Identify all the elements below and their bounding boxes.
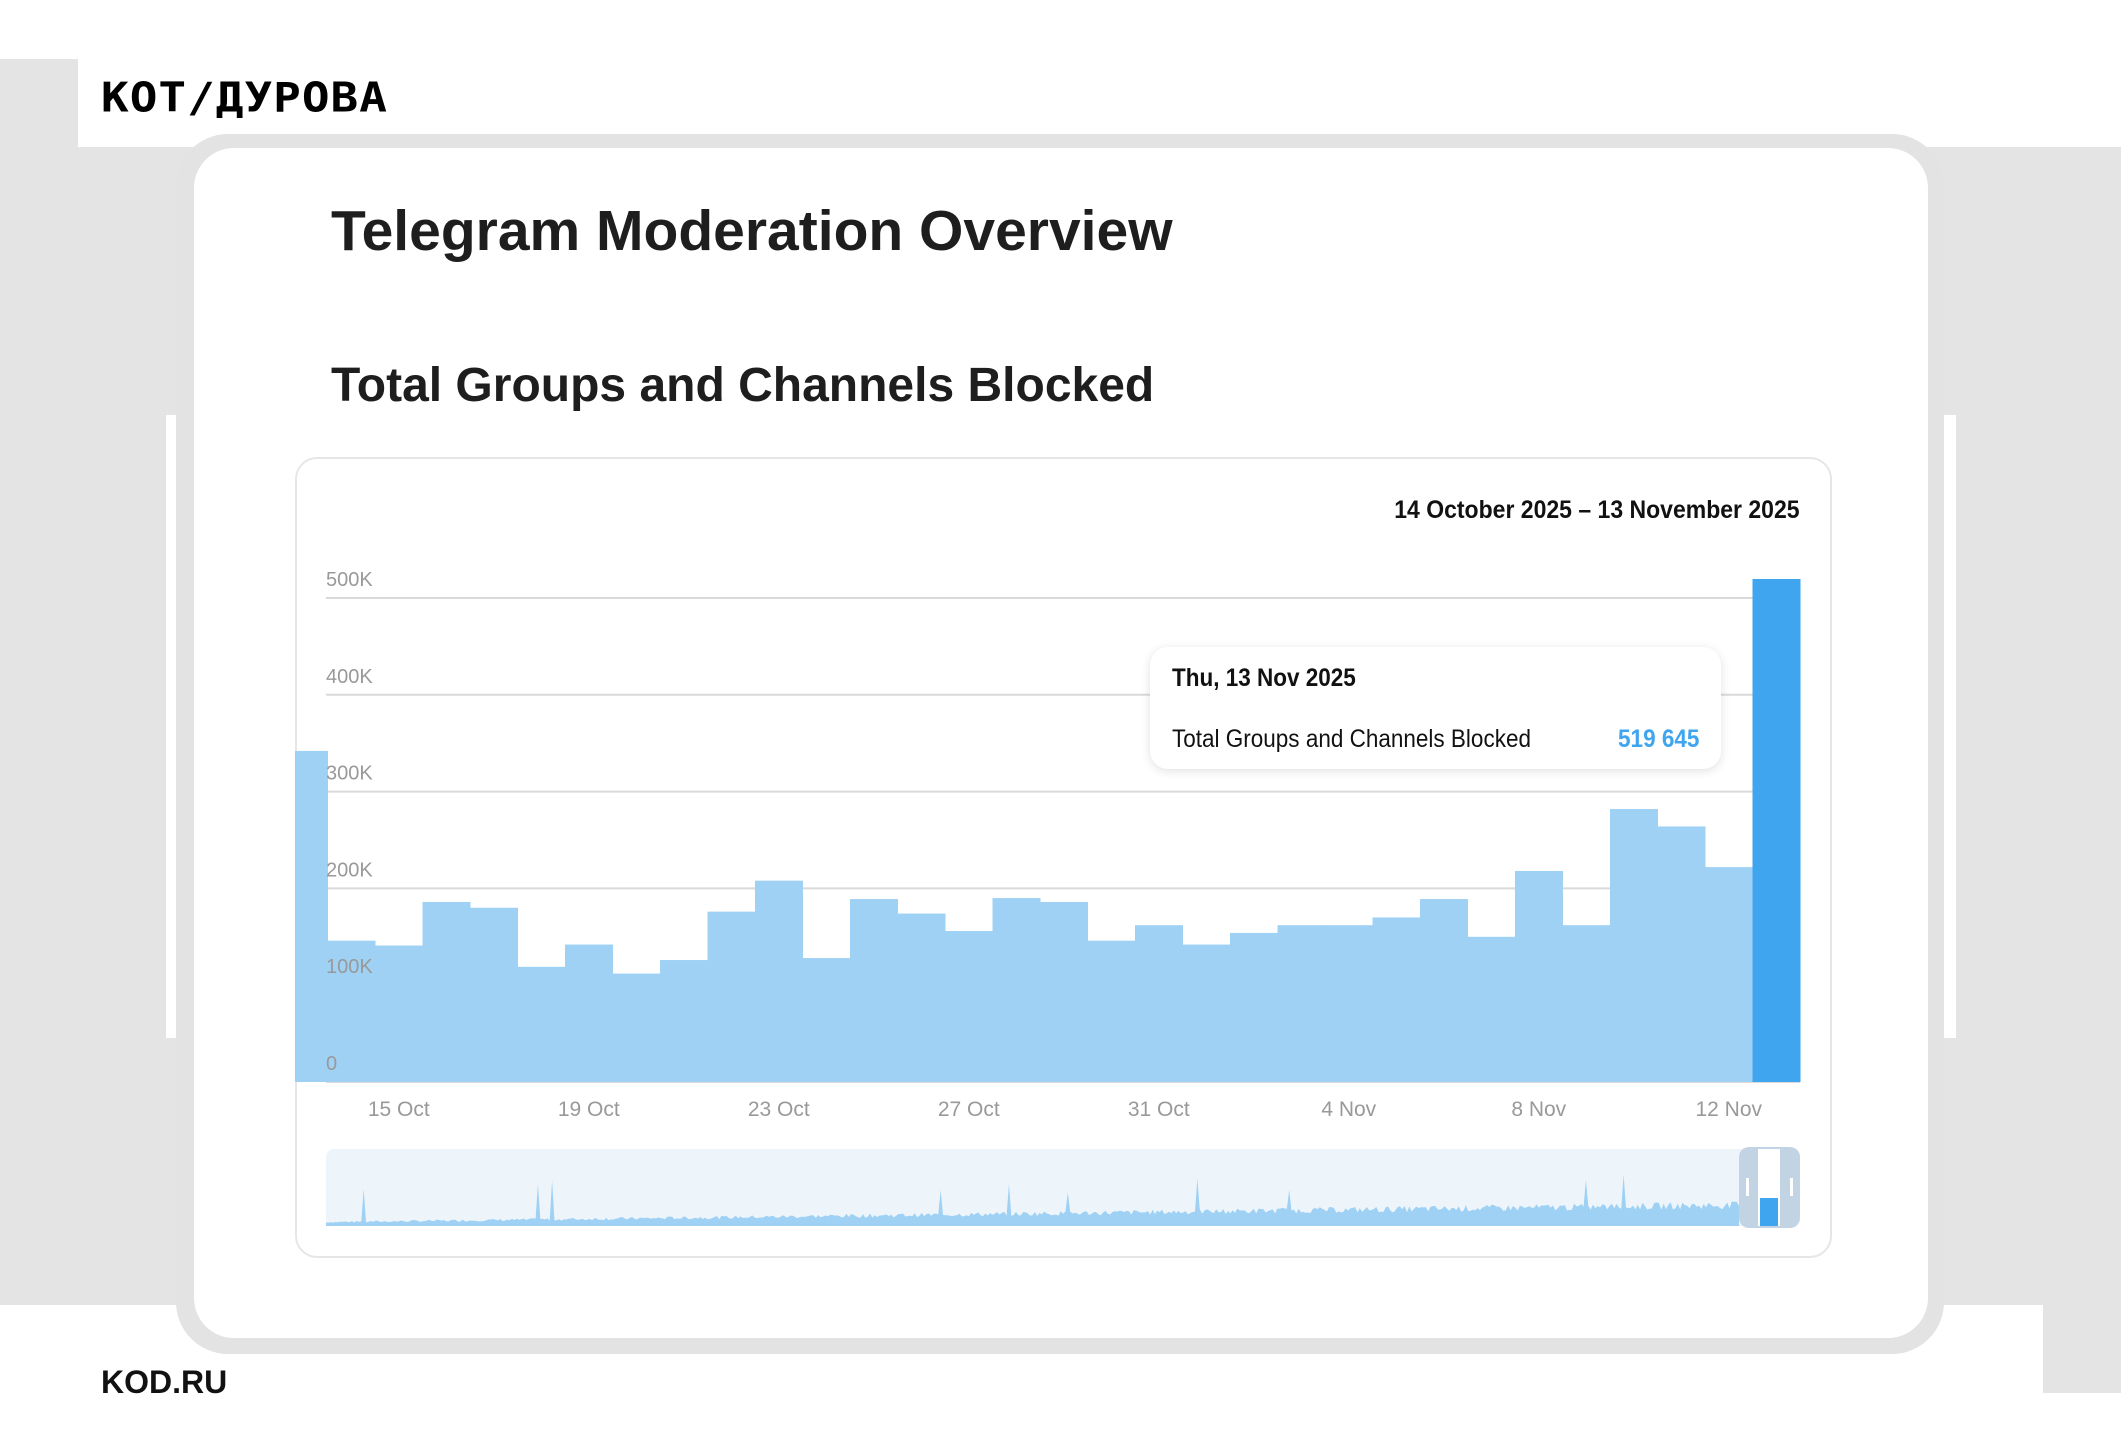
x-tick-label: 15 Oct [368,1098,430,1121]
y-axis-labels: 0 100K 200K 300K 400K 500K [326,569,373,1075]
bar-25-oct [850,899,898,1082]
bar-1-nov [1182,944,1231,1082]
tooltip-series-label: Total Groups and Channels Blocked [1172,725,1531,753]
bar-5-nov [1372,917,1421,1082]
bar-19-oct [565,944,613,1082]
date-range: 14 October 2025 – 13 November 2025 [1394,496,1800,524]
bar-30-oct [1087,940,1136,1082]
navigator-handle-right[interactable] [1790,1178,1793,1196]
bar-31-oct [1135,925,1183,1082]
bar-28-oct [992,898,1041,1082]
bar-15-oct [375,945,423,1082]
brand-logo: КОТ/ДУРОВА [101,72,388,122]
y-tick-label: 400K [326,666,373,688]
background-band [2043,1305,2121,1393]
x-tick-label: 12 Nov [1695,1098,1762,1121]
bar-18-oct [517,966,566,1082]
bar-20-oct [612,973,661,1082]
page-title: Telegram Moderation Overview [331,199,1173,263]
bar-11-nov [1657,826,1706,1082]
x-tick-label: 19 Oct [558,1098,620,1121]
bar-29-oct [1040,901,1088,1082]
bar-14-oct [327,940,376,1082]
navigator-selected-series [1760,1198,1778,1226]
bar-23-oct [755,880,803,1082]
bar-26-oct [897,913,946,1082]
y-tick-label: 500K [326,569,373,591]
x-tick-label: 4 Nov [1321,1098,1376,1121]
bars [295,578,1801,1082]
bar-24-oct [802,958,851,1082]
footer-brand: KOD.RU [101,1364,228,1400]
x-tick-label: 23 Oct [748,1098,810,1121]
x-tick-label: 8 Nov [1511,1098,1566,1121]
bar-3-nov [1277,925,1326,1082]
bar-13-nov [1752,578,1801,1082]
bar-8-nov [1515,870,1563,1082]
bar-13-oct [295,750,328,1082]
background-band [0,59,78,149]
x-tick-label: 31 Oct [1128,1098,1190,1121]
bar-16-oct [422,901,471,1082]
bar-4-nov [1325,925,1373,1082]
y-tick-label: 0 [326,1053,337,1075]
bar-17-oct [470,907,518,1082]
bar-7-nov [1467,936,1516,1082]
navigator [326,1147,1800,1228]
bar-22-oct [707,911,756,1082]
chart-container [295,457,1832,1258]
y-tick-label: 100K [326,956,373,978]
navigator-handle-left[interactable] [1746,1178,1749,1196]
y-tick-label: 300K [326,763,373,785]
bar-10-nov [1610,809,1658,1082]
tooltip: Thu, 13 Nov 2025 Total Groups and Channe… [1150,647,1721,769]
x-tick-label: 27 Oct [938,1098,1000,1121]
tooltip-date: Thu, 13 Nov 2025 [1172,664,1356,692]
bar-9-nov [1562,925,1611,1082]
bar-27-oct [945,930,993,1082]
bar-21-oct [660,960,708,1082]
bar-6-nov [1420,899,1468,1082]
y-tick-label: 200K [326,859,373,881]
section-title: Total Groups and Channels Blocked [331,359,1155,412]
navigator-series [326,1174,1739,1226]
x-axis-labels: 15 Oct 19 Oct 23 Oct 27 Oct 31 Oct 4 Nov 8 Nov… [368,1098,1763,1121]
bar-2-nov [1230,932,1278,1082]
tooltip-value: 519 645 [1617,725,1699,753]
bar-12-nov [1705,867,1753,1082]
